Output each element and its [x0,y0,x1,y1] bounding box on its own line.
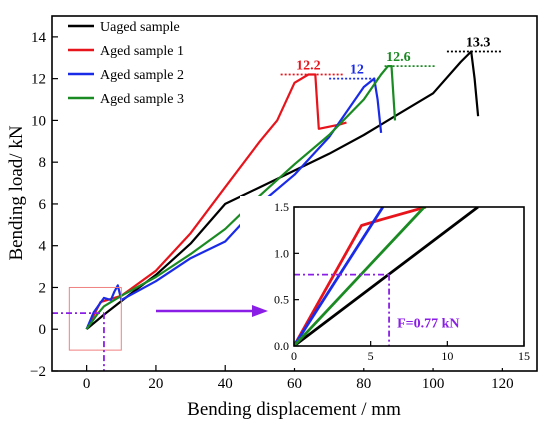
inset-frame [293,206,525,347]
zoom-arrow-head [252,305,268,317]
peak-label-4: 12.6 [386,50,411,65]
y-tick-label: 0 [39,322,47,338]
x-tick-label: 60 [287,376,302,392]
x-tick-label: 120 [491,376,514,392]
y-tick-label: 8 [39,155,47,171]
inset-x-tick-label: 15 [518,349,530,363]
peak-label-3: 12 [350,63,364,78]
y-tick-label: 2 [39,280,47,296]
inset-y-tick-label: 1.5 [274,200,289,214]
inset-series-line-1 [294,207,479,346]
y-tick-label: −2 [30,364,46,380]
inset-series-group [294,207,479,346]
inset-series-line-2 [294,207,427,346]
y-axis-label: Bending load/ kN [6,125,27,260]
x-tick-label: 100 [422,376,445,392]
inset-ref-label: F=0.77 kN [397,316,459,331]
x-tick-label: 40 [218,376,233,392]
main-plot-frame [51,15,538,372]
zoom-box [68,286,122,351]
peak-label-2: 12.2 [296,58,321,73]
inset-x-tick-label: 10 [441,349,453,363]
peak-label-1: 13.3 [466,36,491,51]
series-line-4 [85,64,397,330]
y-tick-label: 12 [31,72,46,88]
inset-x-tick-label: 5 [368,349,374,363]
inset-y-tick-label: 0.0 [274,339,289,353]
inset-series-line-4 [294,207,426,346]
y-tick-label: 4 [39,239,47,255]
x-tick-label: 80 [356,376,371,392]
series-line-3 [85,77,383,330]
inset-x-tick-label: 0 [291,349,297,363]
inset-y-tick-label: 1.0 [274,246,289,260]
y-tick-label: 14 [31,30,47,46]
y-tick-label: 6 [39,197,47,213]
legend-label-2: Aged sample 1 [100,44,184,59]
inset-series-line-3 [294,207,385,346]
y-tick-label: 10 [31,113,46,129]
legend-label-4: Aged sample 3 [100,92,184,107]
legend-label-3: Aged sample 2 [100,68,184,83]
x-tick-label: 20 [148,376,163,392]
x-tick-label: 0 [83,376,91,392]
inset-y-tick-label: 0.5 [274,293,289,307]
x-axis-label: Bending displacement / mm [187,399,401,420]
inset-background [240,196,536,368]
legend-label-1: Uaged sample [100,20,180,35]
